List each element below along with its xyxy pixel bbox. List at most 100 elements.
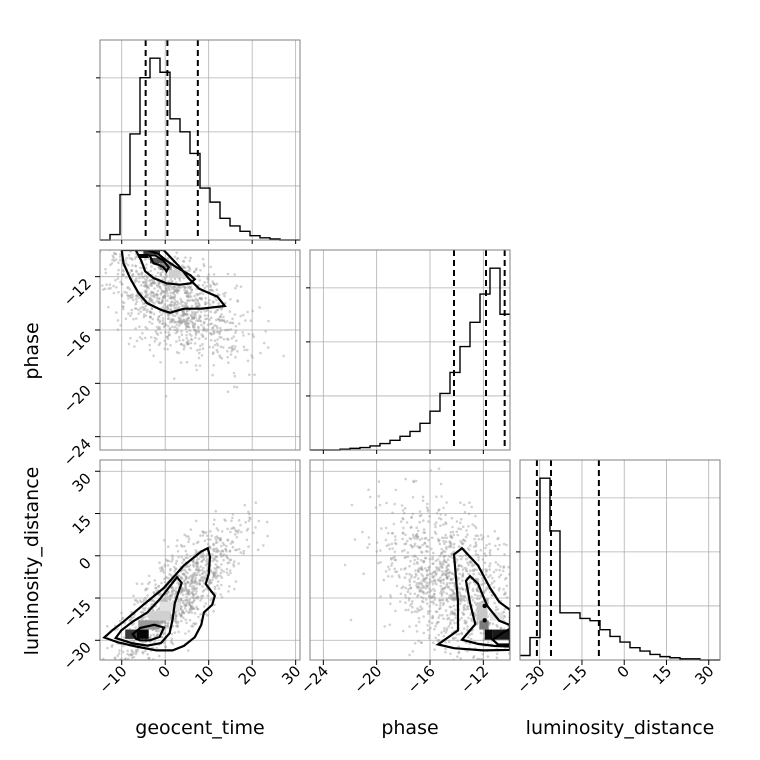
scatter-point xyxy=(239,523,242,527)
scatter-point xyxy=(209,283,212,287)
scatter-point xyxy=(213,585,217,589)
scatter-point xyxy=(267,319,270,323)
scatter-point xyxy=(429,600,433,604)
scatter-point xyxy=(418,581,422,584)
scatter-point xyxy=(215,567,218,571)
scatter-point xyxy=(439,524,442,527)
scatter-point xyxy=(481,576,484,580)
scatter-point xyxy=(198,348,202,351)
scatter-point xyxy=(460,598,464,602)
scatter-point xyxy=(151,317,154,321)
scatter-point xyxy=(208,545,211,548)
scatter-point xyxy=(185,577,188,580)
scatter-point xyxy=(129,618,132,622)
scatter-point xyxy=(137,669,140,672)
scatter-point xyxy=(212,543,216,547)
scatter-point xyxy=(116,654,119,658)
scatter-point xyxy=(435,622,439,625)
scatter-point xyxy=(172,295,175,299)
scatter-point xyxy=(484,554,488,558)
scatter-point xyxy=(175,257,179,261)
scatter-point xyxy=(131,298,135,302)
scatter-point xyxy=(216,565,219,569)
scatter-point xyxy=(194,549,198,552)
scatter-point xyxy=(217,587,221,590)
scatter-point xyxy=(231,317,234,321)
scatter-point xyxy=(203,310,207,313)
scatter-point xyxy=(215,308,218,312)
scatter-point xyxy=(470,595,473,598)
scatter-point xyxy=(393,555,396,559)
scatter-point xyxy=(232,335,236,338)
scatter-point xyxy=(226,538,230,542)
scatter-point xyxy=(454,616,457,620)
scatter-point xyxy=(499,627,503,630)
scatter-point xyxy=(457,651,461,655)
scatter-point xyxy=(188,287,192,290)
scatter-point xyxy=(165,305,169,309)
scatter-point xyxy=(473,568,477,571)
scatter-point xyxy=(199,319,203,323)
scatter-point xyxy=(185,598,188,602)
scatter-point xyxy=(388,547,391,551)
scatter-point xyxy=(222,319,226,322)
scatter-point xyxy=(192,589,195,593)
scatter-point xyxy=(195,561,199,565)
scatter-point xyxy=(210,316,213,320)
scatter-point xyxy=(424,586,428,590)
scatter-point xyxy=(180,589,184,593)
scatter-point xyxy=(175,340,178,343)
scatter-point xyxy=(424,556,428,560)
scatter-point xyxy=(184,584,187,588)
scatter-point xyxy=(422,596,425,600)
scatter-point xyxy=(205,573,208,577)
scatter-point xyxy=(180,321,184,324)
scatter-point xyxy=(198,351,201,355)
scatter-point xyxy=(446,614,449,617)
scatter-point xyxy=(190,578,194,582)
scatter-point xyxy=(455,633,459,636)
scatter-point xyxy=(461,579,464,582)
scatter-point xyxy=(192,584,196,588)
scatter-point xyxy=(186,286,189,289)
scatter-point xyxy=(198,578,202,582)
scatter-point xyxy=(142,315,146,319)
scatter-point xyxy=(134,264,137,268)
scatter-point xyxy=(474,534,478,537)
scatter-point xyxy=(141,305,144,309)
scatter-point xyxy=(191,577,194,580)
scatter-point xyxy=(191,326,195,329)
density-cell-2-3 xyxy=(476,602,488,621)
scatter-point xyxy=(502,692,505,695)
scatter-point xyxy=(213,518,216,522)
scatter-point xyxy=(183,602,186,606)
scatter-point xyxy=(156,289,160,293)
scatter-point xyxy=(452,546,456,549)
scatter-point xyxy=(460,616,464,620)
scatter-point xyxy=(149,282,152,286)
scatter-point xyxy=(198,316,201,319)
scatter-point xyxy=(496,537,499,541)
scatter-point xyxy=(120,294,124,298)
scatter-point xyxy=(416,586,419,589)
scatter-point xyxy=(426,545,430,549)
scatter-point xyxy=(447,585,450,589)
scatter-point xyxy=(415,574,418,577)
scatter-point xyxy=(198,292,201,296)
scatter-point xyxy=(409,526,413,529)
scatter-point xyxy=(214,538,218,542)
scatter-point xyxy=(421,568,424,571)
scatter-point xyxy=(442,603,445,607)
scatter-point xyxy=(132,622,136,625)
scatter-point xyxy=(184,303,188,307)
scatter-point xyxy=(457,568,460,571)
scatter-point xyxy=(171,325,174,329)
scatter-point xyxy=(150,298,153,301)
scatter-point xyxy=(212,522,216,526)
scatter-point xyxy=(194,571,197,575)
scatter-point xyxy=(133,307,137,310)
scatter-point xyxy=(136,601,140,604)
scatter-point xyxy=(174,567,178,570)
scatter-point xyxy=(184,582,187,586)
scatter-point xyxy=(161,317,165,320)
